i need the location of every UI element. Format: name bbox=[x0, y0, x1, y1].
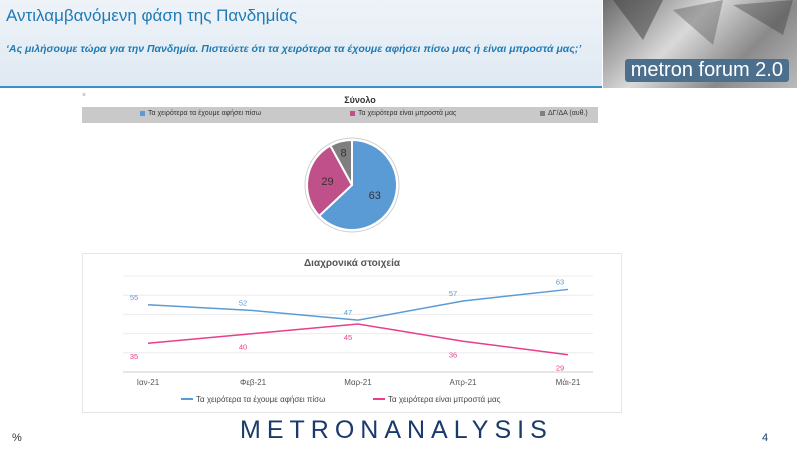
data-label: 57 bbox=[449, 289, 457, 298]
pie-chart: 63 29 8 bbox=[304, 137, 400, 233]
data-label: 45 bbox=[344, 333, 352, 342]
page-title: Αντιλαμβανόμενη φάση της Πανδημίας bbox=[6, 6, 298, 25]
legend-label: Τα χειρότερα τα έχουμε αφήσει πίσω bbox=[196, 395, 325, 404]
data-label: 55 bbox=[130, 293, 138, 302]
header-divider bbox=[0, 86, 602, 88]
pie-title: Σύνολο bbox=[344, 95, 376, 105]
pie-slice-ahead bbox=[306, 144, 354, 218]
data-label: 52 bbox=[239, 299, 247, 308]
legend-item-behind: Τα χειρότερα τα έχουμε αφήσει πίσω bbox=[140, 110, 261, 117]
legend-item-ahead: Τα χειρότερα είναι μπροστά μας bbox=[350, 110, 456, 117]
data-label: 35 bbox=[130, 352, 138, 361]
panel-marker: × bbox=[82, 92, 87, 99]
legend-swatch bbox=[350, 111, 355, 116]
pie-data-label: 29 bbox=[321, 176, 333, 188]
legend-label: ΔΓ/ΔΑ (αυθ.) bbox=[548, 110, 588, 117]
x-tick-label: Μάι-21 bbox=[556, 378, 581, 387]
data-label: 36 bbox=[449, 350, 457, 359]
x-tick-label: Μαρ-21 bbox=[344, 378, 372, 387]
unit-label: % bbox=[12, 432, 22, 444]
page-number: 4 bbox=[762, 432, 769, 444]
brand-logo: METRONANALYSIS bbox=[240, 416, 553, 444]
header-band bbox=[0, 0, 602, 86]
slide-header: Αντιλαμβανόμενη φάση της Πανδημίας ‘Ας μ… bbox=[0, 0, 797, 88]
forum-logo: metron forum 2.0 bbox=[603, 0, 797, 88]
pie-slice-behind bbox=[317, 138, 398, 231]
page-subtitle: ‘Ας μιλήσουμε τώρα για την Πανδημία. Πισ… bbox=[6, 43, 582, 55]
logo-artwork bbox=[613, 0, 793, 45]
data-label: 63 bbox=[556, 277, 564, 286]
line-chart-title: Διαχρονικά στοιχεία bbox=[303, 258, 400, 269]
data-label: 47 bbox=[344, 308, 352, 317]
legend-label: Τα χειρότερα είναι μπροστά μας bbox=[388, 395, 501, 404]
data-label: 29 bbox=[556, 364, 564, 373]
pie-data-label: 63 bbox=[369, 190, 381, 202]
pie-slice-dkna bbox=[328, 138, 353, 186]
pie-data-label: 8 bbox=[341, 147, 347, 159]
x-tick-label: Ιαν-21 bbox=[137, 378, 160, 387]
legend-swatch bbox=[140, 111, 145, 116]
legend-label: Τα χειρότερα τα έχουμε αφήσει πίσω bbox=[148, 110, 262, 117]
legend-label: Τα χειρότερα είναι μπροστά μας bbox=[358, 110, 457, 117]
line-chart: Ιαν-21 Φεβ-21 Μαρ-21 Απρ-21 Μάι-21 55 52 47 57 63… bbox=[123, 275, 593, 404]
line-chart-panel: Διαχρονικά στοιχεία Ιαν-21 Φεβ-21 Μαρ-21 Απ… bbox=[82, 253, 622, 413]
pie-legend: Τα χειρότερα τα έχουμε αφήσει πίσω Τα χε… bbox=[82, 107, 598, 123]
x-tick-label: Απρ-21 bbox=[450, 378, 478, 387]
logo-text: metron forum 2.0 bbox=[624, 59, 789, 82]
x-tick-label: Φεβ-21 bbox=[240, 378, 267, 387]
legend-item-dkna: ΔΓ/ΔΑ (αυθ.) bbox=[540, 110, 588, 117]
series-line-ahead bbox=[147, 323, 569, 356]
data-label: 40 bbox=[239, 343, 247, 352]
series-line-behind bbox=[147, 288, 569, 321]
legend-swatch bbox=[540, 111, 545, 116]
